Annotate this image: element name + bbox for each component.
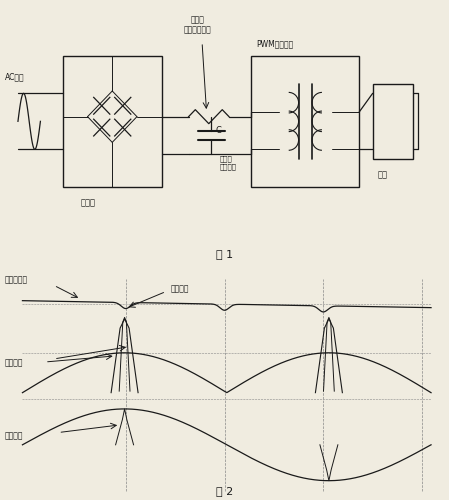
Text: 负载: 负载	[377, 170, 387, 179]
Text: C: C	[216, 126, 221, 135]
Text: 整流器: 整流器	[81, 198, 96, 207]
Text: 波形下落: 波形下落	[171, 284, 189, 294]
Text: 图 2: 图 2	[216, 486, 233, 496]
Text: AC输入: AC输入	[4, 72, 24, 82]
Bar	[251, 56, 359, 186]
Text: PWM开关电源: PWM开关电源	[256, 40, 293, 48]
Text: 线路电压: 线路电压	[4, 358, 23, 367]
Text: 大容量
滤波电容: 大容量 滤波电容	[220, 156, 237, 170]
Bar	[373, 84, 413, 158]
Text: 线路电流: 线路电流	[4, 432, 23, 440]
Text: 图 1: 图 1	[216, 248, 233, 258]
Bar	[63, 56, 162, 186]
Text: 整流后
电容上的直流: 整流后 电容上的直流	[184, 16, 211, 34]
Text: 整流后直流: 整流后直流	[4, 276, 28, 284]
